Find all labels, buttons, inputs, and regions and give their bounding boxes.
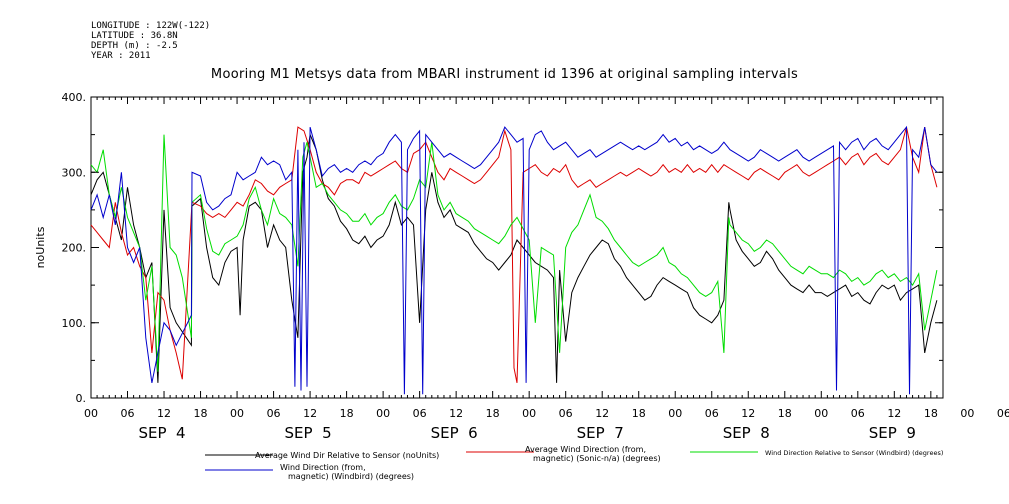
x-tick-label: 00 (84, 407, 98, 420)
day-label: SEP 9 (869, 424, 916, 442)
x-tick-label: 12 (887, 407, 901, 420)
x-tick-label: 18 (924, 407, 938, 420)
legend-label-line: Wind Direction Relative to Sensor (Windb… (765, 449, 943, 457)
series-line-0 (90, 132, 938, 383)
x-tick-label: 06 (413, 407, 427, 420)
chart-title: Mooring M1 Metsys data from MBARI instru… (210, 67, 799, 82)
x-tick-label: 12 (449, 407, 463, 420)
day-label: SEP 4 (138, 424, 185, 442)
y-tick-label: 200. (62, 242, 87, 255)
x-tick-label: 00 (230, 407, 244, 420)
x-tick-label: 06 (851, 407, 865, 420)
x-tick-label: 00 (960, 407, 974, 420)
x-tick-label: 06 (559, 407, 573, 420)
legend-label-line: Average Wind Dir Relative to Sensor (noU… (255, 451, 439, 460)
y-tick-label: 0. (76, 392, 87, 405)
x-tick-label: 18 (486, 407, 500, 420)
x-tick-label: 18 (778, 407, 792, 420)
x-tick-label: 06 (267, 407, 281, 420)
meta-latitude: LATITUDE : 36.8N (91, 31, 178, 41)
x-tick-label: 00 (376, 407, 390, 420)
day-label: SEP 7 (577, 424, 624, 442)
day-label: SEP 5 (285, 424, 332, 442)
metadata-block: LONGITUDE : 122W(-122) LATITUDE : 36.8N … (91, 21, 210, 61)
x-tick-label: 12 (595, 407, 609, 420)
series-layer (90, 125, 938, 395)
legend-label-line: Average Wind Direction (from, (525, 445, 646, 454)
legend-label-1: Average Wind Direction (from, magnetic) (… (525, 445, 661, 463)
x-tick-label: 00 (668, 407, 682, 420)
legend-label-0: Average Wind Dir Relative to Sensor (noU… (255, 451, 439, 460)
y-tick-label: 400. (62, 91, 87, 104)
legend: Average Wind Dir Relative to Sensor (noU… (205, 445, 943, 481)
y-tick-label: 100. (62, 317, 87, 330)
legend-label-line: Wind Direction (from, (280, 463, 366, 472)
meta-year: YEAR : 2011 (91, 51, 151, 61)
axes-layer: 0. 100. 200. 300. 400. noUnits 00 06 12 18 00 06 12 1… (34, 91, 1009, 442)
x-tick-label: 06 (121, 407, 135, 420)
series-line-2 (90, 134, 938, 372)
x-tick-label: 12 (741, 407, 755, 420)
x-tick-label: 12 (303, 407, 317, 420)
legend-label-2: Wind Direction Relative to Sensor (Windb… (765, 449, 943, 457)
x-tick-label: 06 (705, 407, 719, 420)
meta-depth: DEPTH (m) : -2.5 (91, 41, 178, 51)
meta-longitude: LONGITUDE : 122W(-122) (91, 21, 211, 31)
y-axis-label: noUnits (34, 226, 47, 268)
day-label: SEP 6 (431, 424, 478, 442)
legend-label-line: magnetic) (Sonic-n/a) (degrees) (533, 454, 661, 463)
day-label: SEP 8 (723, 424, 770, 442)
x-tick-label: 12 (157, 407, 171, 420)
x-tick-label: 18 (340, 407, 354, 420)
x-tick-label: 18 (632, 407, 646, 420)
series-line-3 (90, 125, 938, 395)
x-tick-label: 18 (194, 407, 208, 420)
x-tick-label: 00 (522, 407, 536, 420)
legend-label-line: magnetic) (Windbird) (degrees) (288, 472, 414, 481)
x-tick-label: 06 (997, 407, 1009, 420)
series-line-1 (90, 126, 938, 383)
y-tick-label: 300. (62, 166, 87, 179)
x-tick-label: 00 (814, 407, 828, 420)
legend-label-3: Wind Direction (from, magnetic) (Windbird… (280, 463, 414, 481)
